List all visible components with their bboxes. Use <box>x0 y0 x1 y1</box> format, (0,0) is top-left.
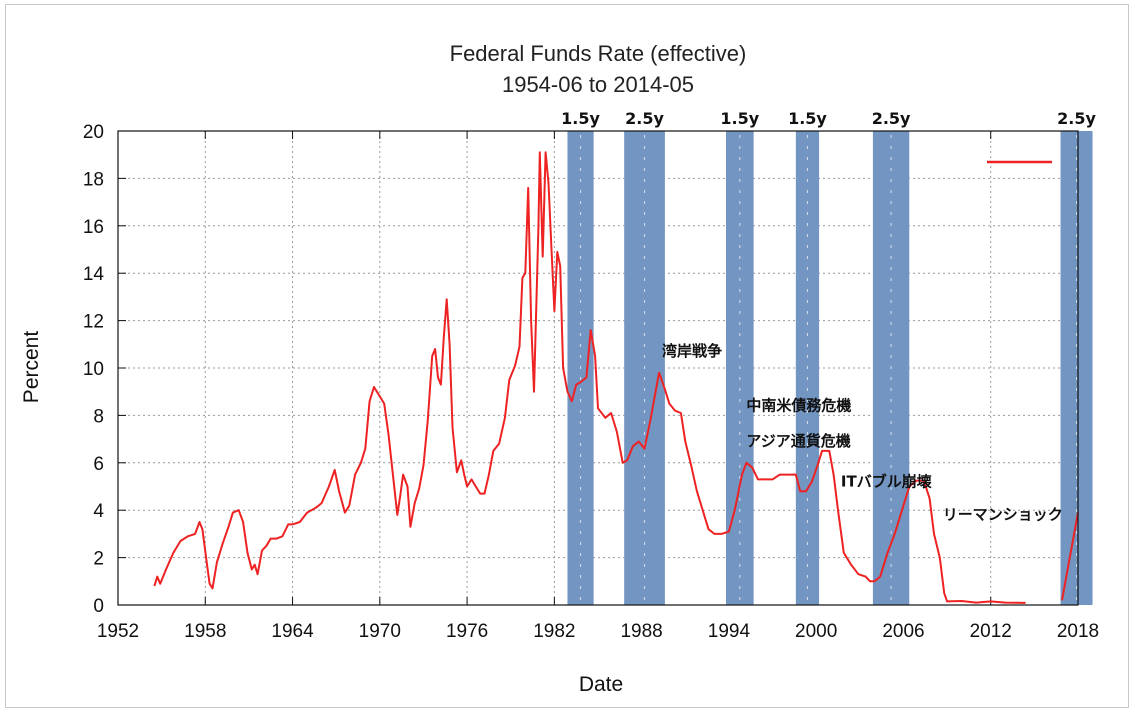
y-tick-label: 16 <box>83 217 104 238</box>
band-duration-label: 1.5y <box>561 109 600 128</box>
x-tick-label: 1952 <box>97 621 139 642</box>
series-lines <box>153 151 1079 604</box>
x-axis-label: Date <box>579 673 623 696</box>
x-tick-label: 2000 <box>795 621 837 642</box>
band-duration-label: 2.5y <box>625 109 664 128</box>
x-tick-label: 1970 <box>359 621 401 642</box>
annotation-label: 中南米債務危機 <box>746 397 851 415</box>
annotation-label: ITバブル崩壊 <box>841 473 932 491</box>
annotation-label: アジア通貨危機 <box>746 432 850 450</box>
annotation-label: 湾岸戦争 <box>662 342 722 360</box>
annotation-label: リーマンショック <box>943 506 1063 524</box>
band-duration-label: 1.5y <box>788 109 827 128</box>
y-tick-label: 4 <box>93 501 104 522</box>
x-tick-label: 2006 <box>882 621 924 642</box>
band-duration-label: 2.5y <box>1057 109 1096 128</box>
x-tick-label: 1994 <box>708 621 751 642</box>
band-duration-label: 1.5y <box>720 109 759 128</box>
x-tick-label: 1988 <box>620 621 662 642</box>
y-tick-label: 14 <box>83 264 105 285</box>
x-tick-label: 1976 <box>446 621 488 642</box>
y-tick-label: 10 <box>83 359 104 380</box>
x-tick-label: 1964 <box>271 621 314 642</box>
y-tick-label: 8 <box>93 406 104 427</box>
chart-frame <box>5 4 1129 708</box>
chart-subtitle: 1954-06 to 2014-05 <box>502 72 694 97</box>
band-duration-label: 2.5y <box>872 109 911 128</box>
series-line <box>1061 512 1079 601</box>
y-tick-label: 6 <box>93 454 104 475</box>
y-tick-label: 0 <box>93 596 104 617</box>
highlight-bands: 1.5y 2.5y 1.5y 1.5y 2.5y 2.5y <box>561 109 1096 605</box>
y-axis-label: Percent <box>20 331 43 404</box>
x-tick-label: 2018 <box>1057 621 1099 642</box>
x-tick-label: 2012 <box>970 621 1012 642</box>
y-tick-label: 18 <box>83 169 104 190</box>
x-tick-label: 1958 <box>184 621 226 642</box>
axis-ticks: 1952 1958 1964 1970 1976 1982 1988 1994 2000 2006… <box>83 122 1099 642</box>
series-line <box>153 151 1026 604</box>
y-tick-label: 2 <box>93 549 104 570</box>
y-tick-label: 12 <box>83 312 104 333</box>
x-tick-label: 1982 <box>533 621 575 642</box>
plot-border <box>117 130 1079 606</box>
y-tick-label: 20 <box>83 122 104 143</box>
chart-title: Federal Funds Rate (effective) <box>450 41 747 66</box>
